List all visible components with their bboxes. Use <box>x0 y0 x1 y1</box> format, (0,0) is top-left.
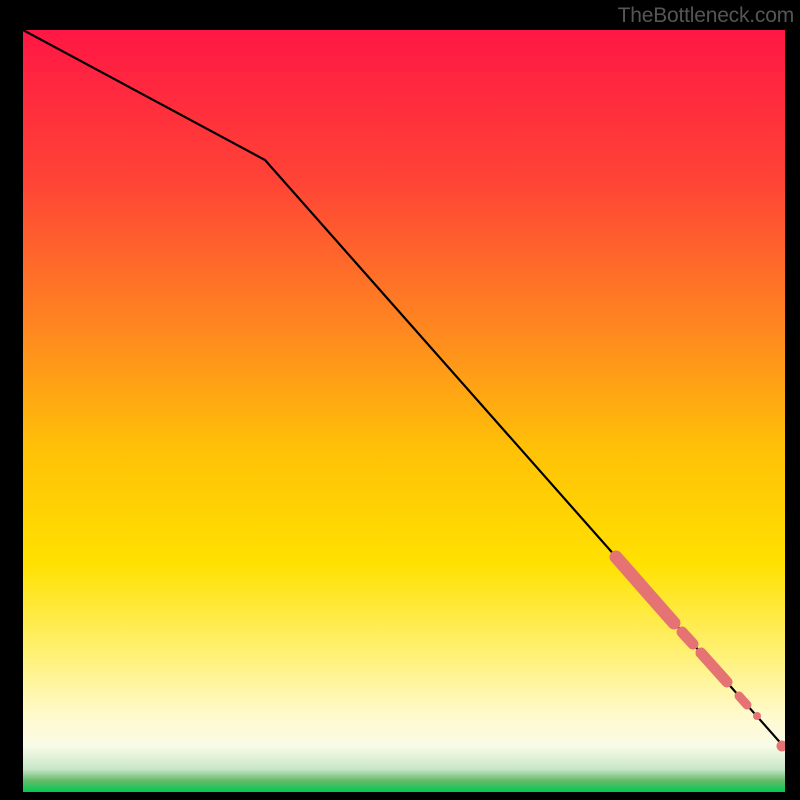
watermark-text: TheBottleneck.com <box>618 4 794 28</box>
page-root: TheBottleneck.com <box>0 0 800 800</box>
marker-dot <box>753 712 761 720</box>
chart-svg <box>23 30 785 792</box>
gradient-background <box>23 30 785 792</box>
marker-pill <box>739 696 747 705</box>
chart-plot-area <box>23 30 785 792</box>
